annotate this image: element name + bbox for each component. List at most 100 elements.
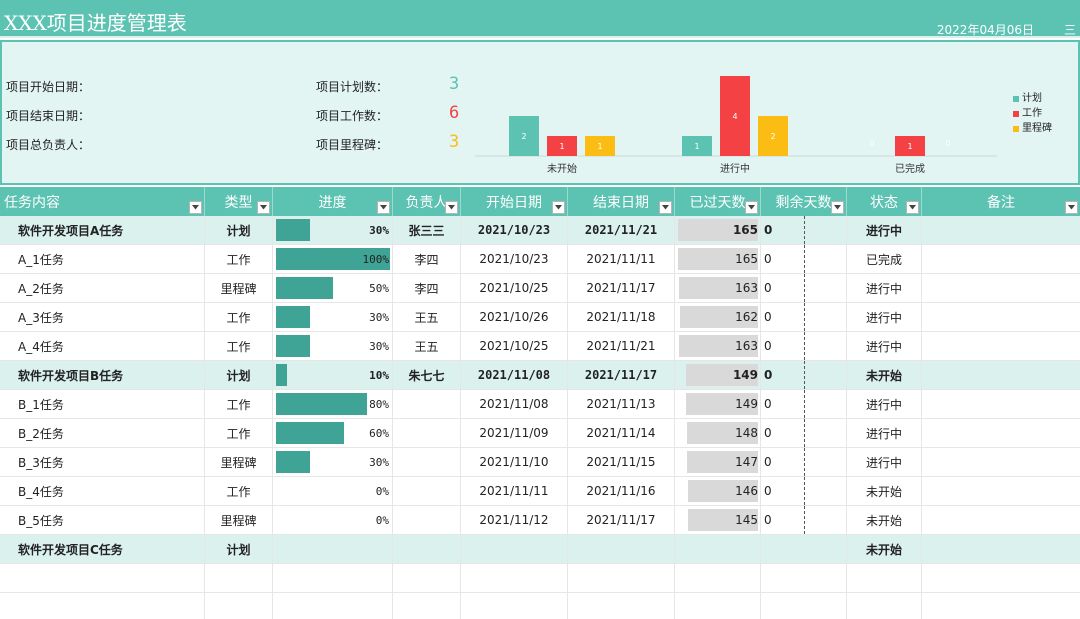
table-row[interactable] <box>0 593 1080 619</box>
elapsed-days-cell[interactable]: 147 <box>675 448 761 476</box>
table-row[interactable]: B_3任务 里程碑 30% 2021/11/10 2021/11/15 147 0 进行中 <box>0 448 1080 477</box>
column-header-owner[interactable]: 负责人 <box>393 187 461 216</box>
status-cell[interactable]: 未开始 <box>847 477 922 505</box>
table-group-row[interactable]: 软件开发项目C任务 计划 未开始 <box>0 535 1080 564</box>
task-name-cell[interactable]: A_3任务 <box>0 303 205 331</box>
table-row[interactable] <box>0 564 1080 593</box>
notes-cell[interactable] <box>922 332 1080 360</box>
task-name-cell[interactable]: A_4任务 <box>0 332 205 360</box>
status-cell[interactable]: 进行中 <box>847 390 922 418</box>
task-type-cell[interactable]: 工作 <box>205 245 273 273</box>
status-cell[interactable]: 进行中 <box>847 274 922 302</box>
table-group-row[interactable]: 软件开发项目A任务 计划 30% 张三三 2021/10/23 2021/11/21 165… <box>0 216 1080 245</box>
status-cell[interactable]: 未开始 <box>847 506 922 534</box>
column-header-end[interactable]: 结束日期 <box>568 187 675 216</box>
column-header-notes[interactable]: 备注 <box>922 187 1080 216</box>
status-cell[interactable]: 已完成 <box>847 245 922 273</box>
start-date-cell[interactable]: 2021/10/23 <box>461 245 568 273</box>
start-date-cell[interactable]: 2021/11/12 <box>461 506 568 534</box>
column-header-start[interactable]: 开始日期 <box>461 187 568 216</box>
remaining-days-cell[interactable]: 0 <box>761 332 847 360</box>
end-date-cell[interactable]: 2021/11/14 <box>568 419 675 447</box>
notes-cell[interactable] <box>922 448 1080 476</box>
notes-cell[interactable] <box>922 274 1080 302</box>
elapsed-days-cell[interactable]: 145 <box>675 506 761 534</box>
task-type-cell[interactable]: 工作 <box>205 477 273 505</box>
start-date-cell[interactable]: 2021/10/23 <box>461 216 568 244</box>
status-cell[interactable]: 进行中 <box>847 303 922 331</box>
column-header-task[interactable]: 任务内容 <box>0 187 205 216</box>
start-date-cell[interactable] <box>461 535 568 563</box>
remaining-days-cell[interactable] <box>761 593 847 619</box>
task-name-cell[interactable] <box>0 593 205 619</box>
task-type-cell[interactable]: 工作 <box>205 332 273 360</box>
task-name-cell[interactable]: 软件开发项目A任务 <box>0 216 205 244</box>
column-header-elapsed[interactable]: 已过天数 <box>675 187 761 216</box>
end-date-cell[interactable]: 2021/11/11 <box>568 245 675 273</box>
filter-dropdown-icon[interactable] <box>377 201 390 214</box>
filter-dropdown-icon[interactable] <box>1065 201 1078 214</box>
end-date-cell[interactable]: 2021/11/17 <box>568 506 675 534</box>
progress-cell[interactable]: 30% <box>273 216 393 244</box>
task-name-cell[interactable]: A_1任务 <box>0 245 205 273</box>
remaining-days-cell[interactable]: 0 <box>761 390 847 418</box>
notes-cell[interactable] <box>922 535 1080 563</box>
filter-dropdown-icon[interactable] <box>189 201 202 214</box>
remaining-days-cell[interactable]: 0 <box>761 506 847 534</box>
end-date-cell[interactable]: 2021/11/17 <box>568 274 675 302</box>
task-type-cell[interactable] <box>205 564 273 592</box>
notes-cell[interactable] <box>922 477 1080 505</box>
task-name-cell[interactable]: B_3任务 <box>0 448 205 476</box>
elapsed-days-cell[interactable]: 149 <box>675 361 761 389</box>
progress-cell[interactable]: 50% <box>273 274 393 302</box>
filter-dropdown-icon[interactable] <box>552 201 565 214</box>
elapsed-days-cell[interactable]: 162 <box>675 303 761 331</box>
start-date-cell[interactable]: 2021/10/25 <box>461 274 568 302</box>
end-date-cell[interactable]: 2021/11/17 <box>568 361 675 389</box>
owner-cell[interactable] <box>393 419 461 447</box>
table-row[interactable]: B_5任务 里程碑 0% 2021/11/12 2021/11/17 145 0 未开始 <box>0 506 1080 535</box>
filter-dropdown-icon[interactable] <box>906 201 919 214</box>
remaining-days-cell[interactable]: 0 <box>761 419 847 447</box>
task-type-cell[interactable]: 工作 <box>205 303 273 331</box>
elapsed-days-cell[interactable] <box>675 593 761 619</box>
status-cell[interactable]: 进行中 <box>847 448 922 476</box>
end-date-cell[interactable] <box>568 593 675 619</box>
owner-cell[interactable]: 李四 <box>393 274 461 302</box>
table-group-row[interactable]: 软件开发项目B任务 计划 10% 朱七七 2021/11/08 2021/11/17 149… <box>0 361 1080 390</box>
task-name-cell[interactable]: B_1任务 <box>0 390 205 418</box>
owner-cell[interactable] <box>393 535 461 563</box>
filter-dropdown-icon[interactable] <box>831 201 844 214</box>
start-date-cell[interactable]: 2021/11/10 <box>461 448 568 476</box>
task-type-cell[interactable]: 里程碑 <box>205 506 273 534</box>
start-date-cell[interactable] <box>461 564 568 592</box>
start-date-cell[interactable]: 2021/11/08 <box>461 361 568 389</box>
end-date-cell[interactable]: 2021/11/15 <box>568 448 675 476</box>
elapsed-days-cell[interactable]: 146 <box>675 477 761 505</box>
progress-cell[interactable]: 0% <box>273 477 393 505</box>
task-name-cell[interactable]: B_5任务 <box>0 506 205 534</box>
task-type-cell[interactable]: 里程碑 <box>205 274 273 302</box>
remaining-days-cell[interactable]: 0 <box>761 477 847 505</box>
progress-cell[interactable]: 30% <box>273 332 393 360</box>
progress-cell[interactable]: 30% <box>273 448 393 476</box>
elapsed-days-cell[interactable]: 165 <box>675 245 761 273</box>
task-type-cell[interactable]: 工作 <box>205 419 273 447</box>
elapsed-days-cell[interactable]: 163 <box>675 274 761 302</box>
owner-cell[interactable] <box>393 593 461 619</box>
progress-cell[interactable] <box>273 535 393 563</box>
status-cell[interactable]: 进行中 <box>847 419 922 447</box>
column-header-remain[interactable]: 剩余天数 <box>761 187 847 216</box>
end-date-cell[interactable]: 2021/11/21 <box>568 332 675 360</box>
end-date-cell[interactable] <box>568 564 675 592</box>
task-type-cell[interactable]: 里程碑 <box>205 448 273 476</box>
task-name-cell[interactable]: 软件开发项目B任务 <box>0 361 205 389</box>
column-header-status[interactable]: 状态 <box>847 187 922 216</box>
remaining-days-cell[interactable]: 0 <box>761 361 847 389</box>
status-cell[interactable]: 未开始 <box>847 361 922 389</box>
elapsed-days-cell[interactable]: 148 <box>675 419 761 447</box>
notes-cell[interactable] <box>922 593 1080 619</box>
end-date-cell[interactable]: 2021/11/13 <box>568 390 675 418</box>
task-name-cell[interactable]: B_2任务 <box>0 419 205 447</box>
filter-dropdown-icon[interactable] <box>745 201 758 214</box>
